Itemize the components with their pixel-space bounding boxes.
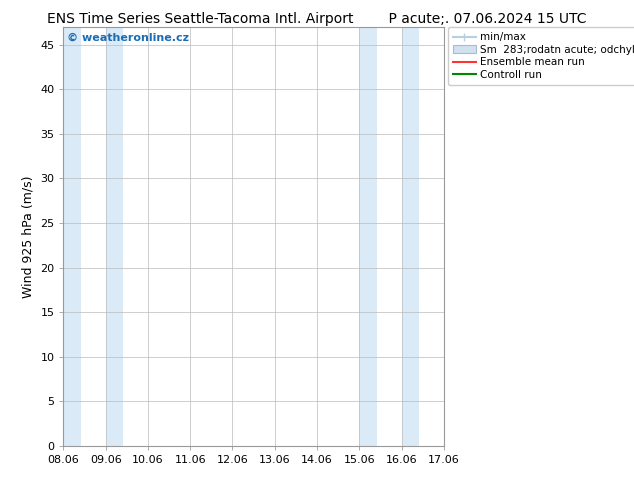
Bar — [63, 27, 81, 446]
Legend: min/max, Sm  283;rodatn acute; odchylka, Ensemble mean run, Controll run: min/max, Sm 283;rodatn acute; odchylka, … — [448, 27, 634, 85]
Text: © weatheronline.cz: © weatheronline.cz — [67, 33, 189, 43]
Text: ENS Time Series Seattle-Tacoma Intl. Airport        P acute;. 07.06.2024 15 UTC: ENS Time Series Seattle-Tacoma Intl. Air… — [48, 12, 586, 26]
Bar — [359, 27, 377, 446]
Bar — [401, 27, 419, 446]
Y-axis label: Wind 925 hPa (m/s): Wind 925 hPa (m/s) — [22, 175, 35, 298]
Bar — [106, 27, 124, 446]
